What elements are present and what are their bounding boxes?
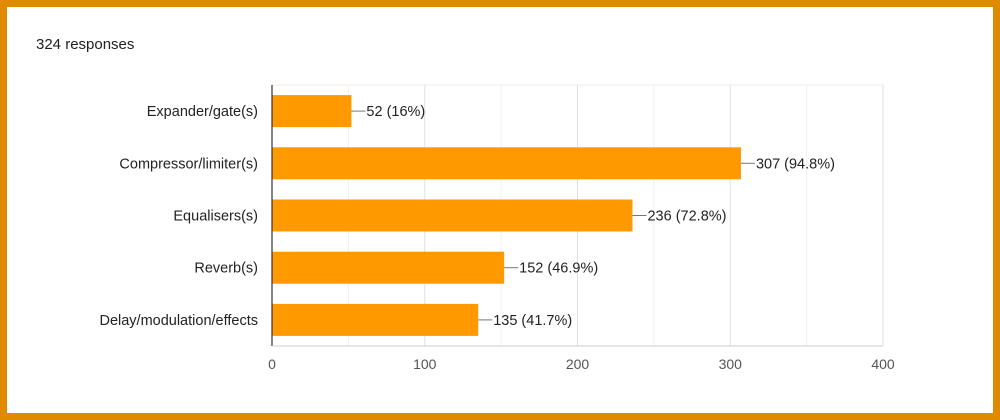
- x-tick-label: 0: [268, 356, 276, 372]
- x-tick-label: 300: [719, 356, 743, 372]
- category-label: Delay/modulation/effects: [99, 313, 258, 329]
- bar: [272, 251, 505, 284]
- x-tick-label: 400: [871, 356, 895, 372]
- data-label: 52 (16%): [366, 104, 425, 120]
- category-label: Compressor/limiter(s): [119, 156, 258, 172]
- data-label: 307 (94.8%): [756, 156, 835, 172]
- category-label: Reverb(s): [194, 261, 258, 277]
- bar: [272, 147, 741, 180]
- data-label: 152 (46.9%): [519, 261, 598, 277]
- bar: [272, 199, 633, 232]
- x-tick-label: 100: [413, 356, 437, 372]
- category-label: Equalisers(s): [173, 209, 258, 225]
- data-label: 135 (41.7%): [493, 313, 572, 329]
- response-count: 324 responses: [36, 36, 135, 53]
- bar: [272, 303, 479, 336]
- bar: [272, 95, 352, 128]
- category-label: Expander/gate(s): [147, 104, 258, 120]
- x-tick-label: 200: [566, 356, 590, 372]
- data-label: 236 (72.8%): [647, 209, 726, 225]
